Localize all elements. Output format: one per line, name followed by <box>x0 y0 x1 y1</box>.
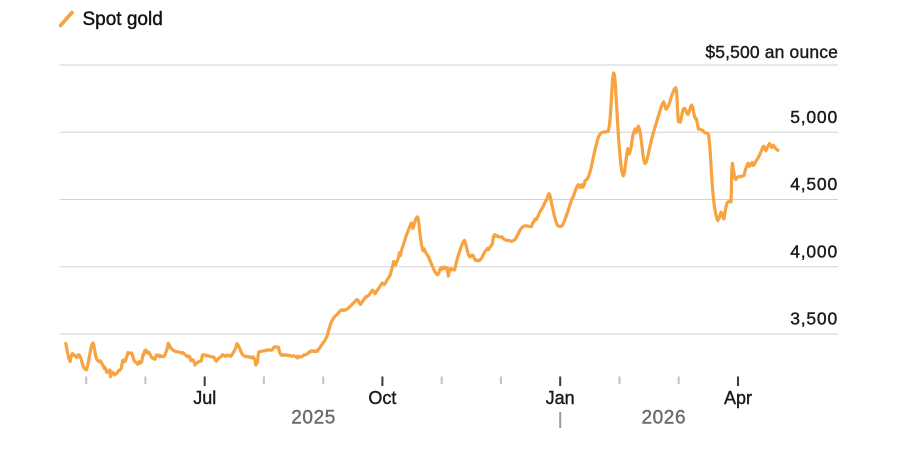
svg-text:2026: 2026 <box>641 408 686 429</box>
svg-text:Apr: Apr <box>724 388 752 408</box>
svg-text:5,000: 5,000 <box>790 107 838 127</box>
svg-text:Jan: Jan <box>546 388 575 408</box>
svg-text:Spot gold: Spot gold <box>83 9 163 30</box>
svg-text:Jul: Jul <box>193 388 216 408</box>
svg-text:3,500: 3,500 <box>790 309 838 329</box>
svg-text:2025: 2025 <box>291 408 336 429</box>
svg-text:4,500: 4,500 <box>790 174 838 194</box>
svg-text:4,000: 4,000 <box>790 242 838 262</box>
svg-text:Oct: Oct <box>368 388 396 408</box>
svg-text:$5,500 an ounce: $5,500 an ounce <box>705 42 838 62</box>
